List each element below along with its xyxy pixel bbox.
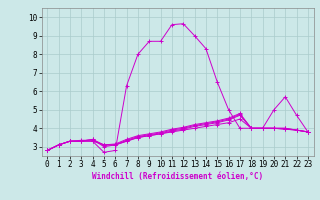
X-axis label: Windchill (Refroidissement éolien,°C): Windchill (Refroidissement éolien,°C) <box>92 172 263 181</box>
